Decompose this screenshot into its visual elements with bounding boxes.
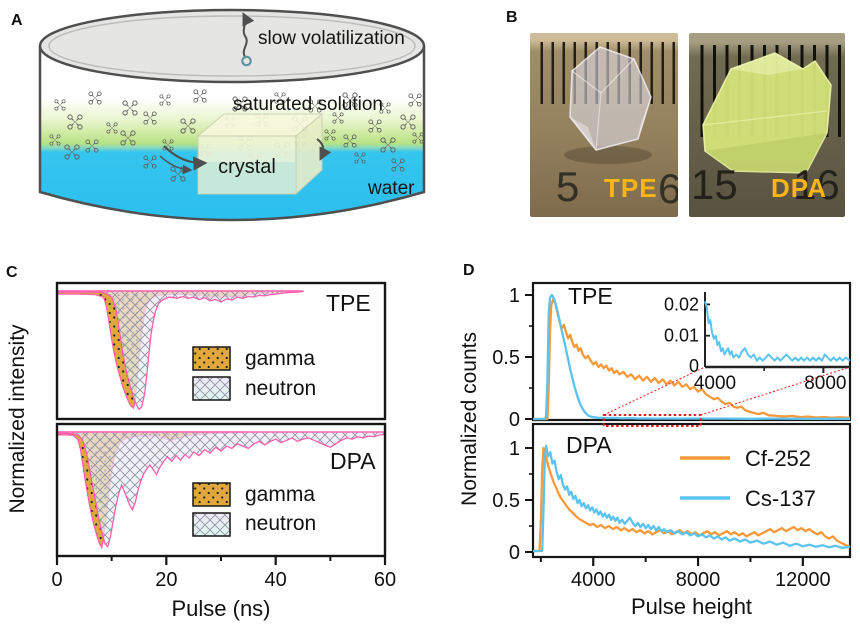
ruler-number: 15 — [691, 161, 738, 208]
crystal-growth-illustration — [38, 8, 426, 222]
c-legend-neutron-label: neutron — [245, 377, 317, 400]
volatilization-arrow-icon — [242, 12, 255, 59]
c-legend-gamma-label: gamma — [245, 483, 316, 506]
svg-text:0.01: 0.01 — [664, 326, 699, 346]
label-slow-volatilization: slow volatilization — [258, 28, 405, 49]
vapor-bubble-icon — [241, 55, 252, 67]
c-x-axis-label: Pulse (ns) — [171, 596, 271, 621]
photo-dpa-crystal: 15 16 DPA — [689, 33, 845, 217]
svg-text:0: 0 — [51, 569, 62, 591]
svg-text:0: 0 — [509, 542, 520, 564]
svg-text:0: 0 — [689, 356, 699, 376]
d-x-axis-label: Pulse height — [630, 594, 753, 619]
flow-arrow-left-icon — [163, 145, 208, 171]
flow-arrow-left2-icon — [159, 155, 193, 175]
label-saturated-solution: saturated solution — [233, 94, 383, 115]
ruler-number: 16 — [793, 161, 840, 208]
svg-text:4000: 4000 — [571, 569, 616, 591]
panel-label-d: D — [463, 262, 475, 279]
svg-text:40: 40 — [265, 569, 287, 591]
svg-text:0.5: 0.5 — [492, 347, 520, 369]
ruler-number: 6 — [658, 165, 678, 212]
tpe-crystal-shape — [564, 46, 652, 164]
label-crystal: crystal — [218, 156, 276, 178]
pulse-shape-chart: 0 20 40 60 — [51, 281, 396, 591]
vessel-outline — [38, 46, 426, 222]
ruler-number: 5 — [556, 163, 580, 210]
c-subplot-label-tpe: TPE — [326, 290, 371, 316]
vessel-lid-inner-rim — [48, 15, 416, 77]
c-y-axis-label: Normalized intensity — [6, 324, 29, 514]
panel-label-c: C — [6, 264, 18, 281]
svg-text:20: 20 — [155, 569, 177, 591]
c-legend-neutron-label: neutron — [245, 512, 317, 535]
dpa-crystal-shape — [702, 52, 832, 174]
tag-dpa: DPA — [771, 173, 827, 203]
panel-label-b: B — [506, 9, 518, 26]
c-subplot-label-dpa: DPA — [330, 448, 376, 474]
svg-text:12000: 12000 — [775, 569, 831, 591]
svg-text:0.02: 0.02 — [664, 294, 699, 314]
vessel-lid — [38, 8, 426, 84]
svg-text:4000: 4000 — [694, 373, 736, 394]
d-legend-cs137-label: Cs-137 — [745, 486, 816, 511]
d-legend-cf252-label: Cf-252 — [745, 446, 812, 471]
svg-text:0: 0 — [509, 409, 520, 431]
svg-text:8000: 8000 — [676, 569, 721, 591]
c-legend-gamma-label: gamma — [245, 347, 316, 370]
photo-tpe-crystal: 5 6 TPE — [530, 33, 678, 217]
label-water: water — [368, 178, 415, 199]
svg-text:1: 1 — [509, 285, 520, 307]
d-subplot-label-dpa: DPA — [566, 432, 612, 458]
svg-text:0.5: 0.5 — [492, 490, 520, 512]
d-subplot-label-tpe: TPE — [568, 283, 613, 309]
flow-arrow-right-icon — [316, 138, 332, 161]
svg-text:60: 60 — [374, 569, 396, 591]
d-y-axis-label: Normalized counts — [458, 332, 481, 506]
crystal-box — [196, 112, 324, 196]
panel-label-a: A — [11, 12, 23, 29]
svg-text:8000: 8000 — [804, 373, 846, 394]
tag-tpe: TPE — [604, 173, 658, 203]
svg-text:1: 1 — [509, 438, 520, 460]
